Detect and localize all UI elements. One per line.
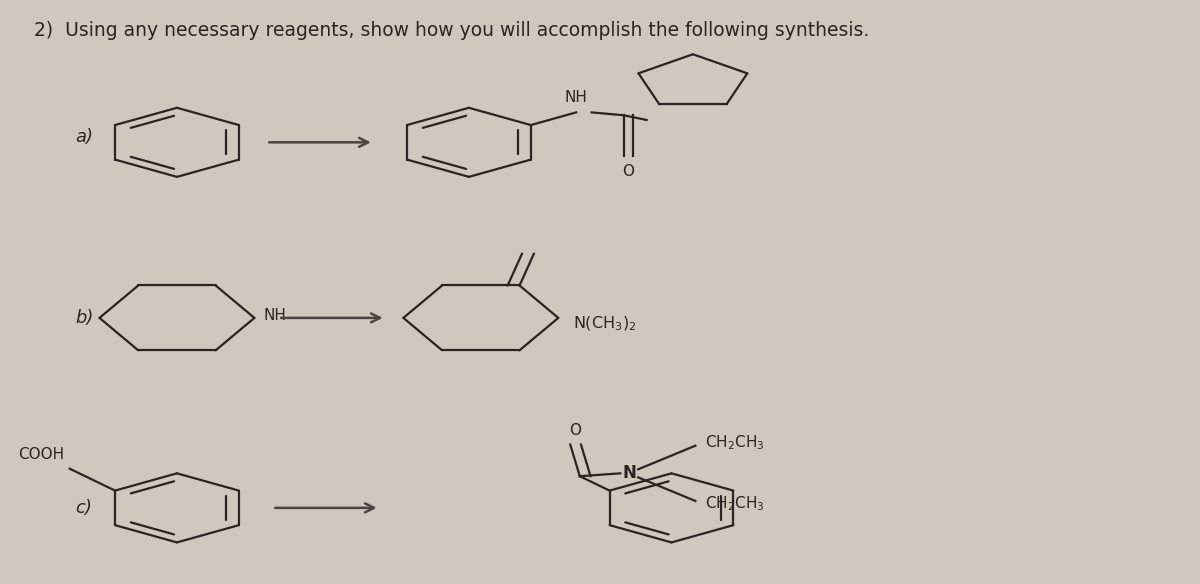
Text: b): b) xyxy=(76,309,94,327)
Text: N(CH$_3$)$_2$: N(CH$_3$)$_2$ xyxy=(572,314,636,333)
Text: NH: NH xyxy=(264,308,287,322)
Text: COOH: COOH xyxy=(18,447,64,462)
Text: O: O xyxy=(623,164,635,179)
Text: c): c) xyxy=(76,499,92,517)
Text: 2)  Using any necessary reagents, show how you will accomplish the following syn: 2) Using any necessary reagents, show ho… xyxy=(34,22,869,40)
Text: CH$_2$CH$_3$: CH$_2$CH$_3$ xyxy=(704,433,764,452)
Text: NH: NH xyxy=(565,91,588,106)
Text: N: N xyxy=(623,464,637,482)
Text: a): a) xyxy=(76,127,94,145)
Text: CH$_2$CH$_3$: CH$_2$CH$_3$ xyxy=(704,495,764,513)
Text: O: O xyxy=(569,423,581,437)
